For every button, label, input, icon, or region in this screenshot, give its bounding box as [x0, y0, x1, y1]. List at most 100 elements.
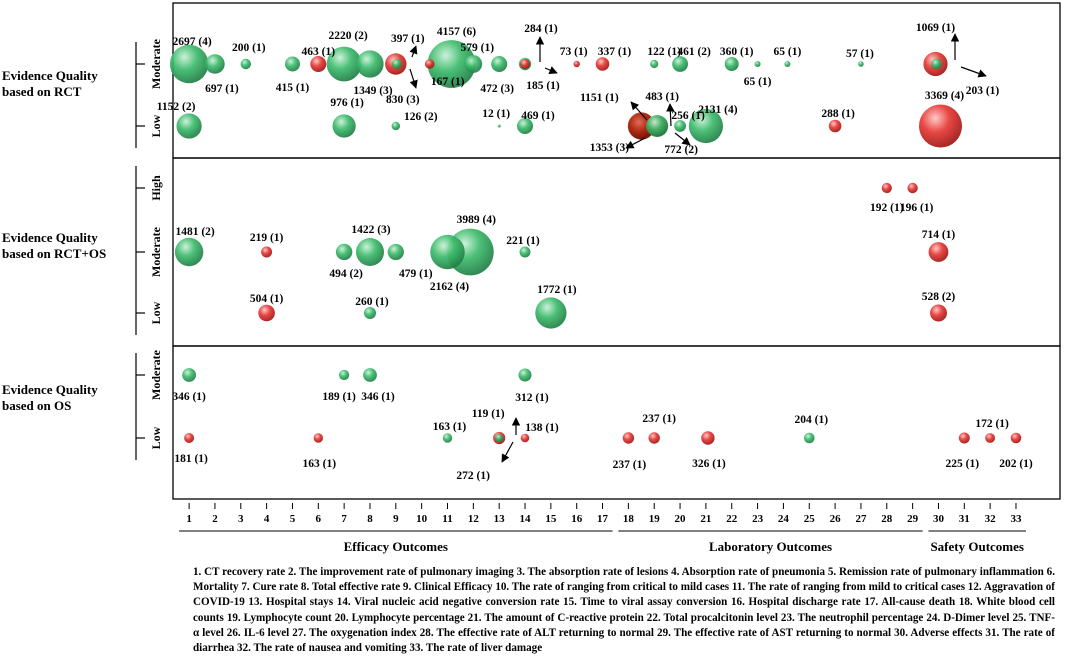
level-label: Moderate: [149, 226, 163, 277]
bubble-label: 479 (1): [399, 268, 433, 280]
bubble-label: 196 (1): [900, 202, 934, 214]
bubble-rct-5-415: [285, 56, 300, 72]
bubble-label: 4157 (6): [437, 26, 476, 38]
bubble-label: 163 (1): [433, 421, 467, 433]
x-tick-label: 5: [290, 513, 296, 525]
level-label: High: [149, 175, 163, 201]
x-tick-label: 13: [494, 513, 506, 525]
bubble-rct-6-463: [310, 56, 327, 72]
bubble-rctos-8-260: [364, 307, 376, 319]
bubble-rctos-9-479: [387, 243, 404, 261]
bubble-os-8-346: [363, 368, 377, 382]
label-arrow: [409, 68, 418, 89]
panel-title: based on OS: [2, 398, 71, 413]
bubble-label: 272 (1): [456, 470, 490, 482]
x-tick-label: 10: [416, 513, 428, 525]
bubble-rct-30-3369: [919, 104, 962, 148]
label-arrow: [409, 45, 418, 58]
bubble-label: 1353 (3): [590, 142, 629, 154]
bubble-label: 288 (1): [821, 108, 855, 120]
bubble-label: 461 (2): [677, 46, 711, 58]
bubble-label: 579 (1): [461, 42, 495, 54]
label-arrow: [666, 103, 675, 127]
bubble-rct-24-65: [784, 61, 791, 67]
bubble-label: 163 (1): [303, 458, 337, 470]
bubble-label: 312 (1): [515, 392, 549, 404]
bubble-label: 1422 (3): [351, 224, 390, 236]
bubble-label: 1349 (3): [353, 85, 392, 97]
bubble-rct-14-185: [520, 59, 530, 69]
bubble-rct-3-200: [240, 58, 251, 70]
bubble-label: 1152 (2): [157, 101, 196, 113]
bubble-label: 260 (1): [355, 296, 389, 308]
bubble-os-6-163: [313, 433, 323, 443]
bubble-label: 346 (1): [172, 391, 206, 403]
bubble-rct-16-73: [573, 60, 580, 68]
bubble-label: 494 (2): [329, 268, 363, 280]
bubble-rctos-7-494: [335, 243, 353, 261]
x-tick-label: 26: [830, 513, 842, 525]
bubble-rctos-30-528: [930, 304, 947, 322]
panel-title: Evidence Quality: [2, 230, 98, 245]
x-tick-label: 14: [520, 513, 532, 525]
bubble-rct-8-1349: [356, 50, 384, 78]
bubble-label: 463 (1): [302, 46, 336, 58]
bubble-os-18-237: [622, 432, 635, 444]
bubble-label: 65 (1): [774, 46, 802, 58]
bubble-label: 337 (1): [598, 46, 632, 58]
x-tick-label: 30: [933, 513, 945, 525]
level-label: Moderate: [149, 349, 163, 400]
x-tick-label: 3: [238, 513, 244, 525]
bubble-label: 3369 (4): [925, 90, 964, 102]
label-arrow: [674, 132, 691, 146]
bubble-label: 284 (1): [524, 23, 558, 35]
x-tick-label: 18: [623, 513, 635, 525]
bubble-label: 203 (1): [966, 85, 1000, 97]
bubble-label: 185 (1): [526, 80, 560, 92]
bubble-label: 237 (1): [613, 459, 647, 471]
bubble-os-7-189: [339, 369, 350, 381]
bubble-label: 397 (1): [391, 33, 425, 45]
bubble-rct-21-2131: [688, 108, 724, 144]
bubble-label: 360 (1): [720, 46, 754, 58]
bubble-label: 204 (1): [795, 414, 829, 426]
panel-title: Evidence Quality: [2, 68, 98, 83]
bubble-rct-9-126: [391, 121, 400, 131]
bubble-os-11-163: [442, 433, 453, 443]
x-tick-label: 12: [468, 513, 480, 525]
bubble-rct-1-1152: [176, 113, 202, 139]
bubble-rctos-29-196: [907, 182, 918, 194]
bubble-label: 256 (1): [671, 110, 705, 122]
bubble-label: 1772 (1): [537, 284, 576, 296]
bubble-rctos-14-221: [519, 246, 531, 258]
level-label: Low: [149, 114, 163, 137]
bubble-os-1-181: [184, 433, 195, 443]
bubble-label: 2162 (4): [430, 281, 469, 293]
panel-title: based on RCT: [2, 84, 82, 99]
bubble-rctos-8-1422: [356, 238, 384, 266]
x-tick-label: 33: [1010, 513, 1022, 525]
bubble-os-14-312: [518, 368, 532, 382]
bubble-rctos-11-2162: [430, 234, 465, 270]
bubble-rct-18-1151: [628, 113, 655, 139]
label-arrow: [960, 66, 987, 78]
bubble-rct-27-57: [858, 61, 864, 67]
bubble-label: 472 (3): [480, 83, 514, 95]
x-tick-label: 23: [752, 513, 764, 525]
bubble-rct-1-2697: [169, 44, 209, 84]
bubble-rct-9-397: [391, 59, 402, 69]
bubble-label: 528 (2): [922, 291, 956, 303]
panel-title: Evidence Quality: [2, 382, 98, 397]
bubble-rct-19-122: [650, 59, 659, 69]
bubble-rct-7-976: [332, 114, 356, 138]
x-tick-label: 32: [985, 513, 997, 525]
bubble-label: 200 (1): [232, 42, 266, 54]
bubble-label: 714 (1): [922, 229, 956, 241]
bubble-os-1-346: [182, 368, 197, 382]
bubble-label: 12 (1): [482, 108, 510, 120]
bubble-label: 126 (2): [404, 111, 438, 123]
bubble-label: 219 (1): [250, 232, 284, 244]
bubble-rctos-4-504: [258, 304, 275, 322]
bubble-os-14-138: [520, 433, 530, 443]
